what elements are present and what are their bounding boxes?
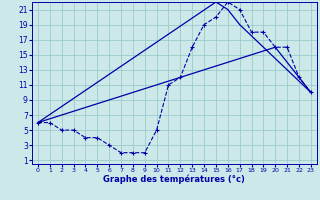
X-axis label: Graphe des températures (°c): Graphe des températures (°c) [103,175,245,184]
